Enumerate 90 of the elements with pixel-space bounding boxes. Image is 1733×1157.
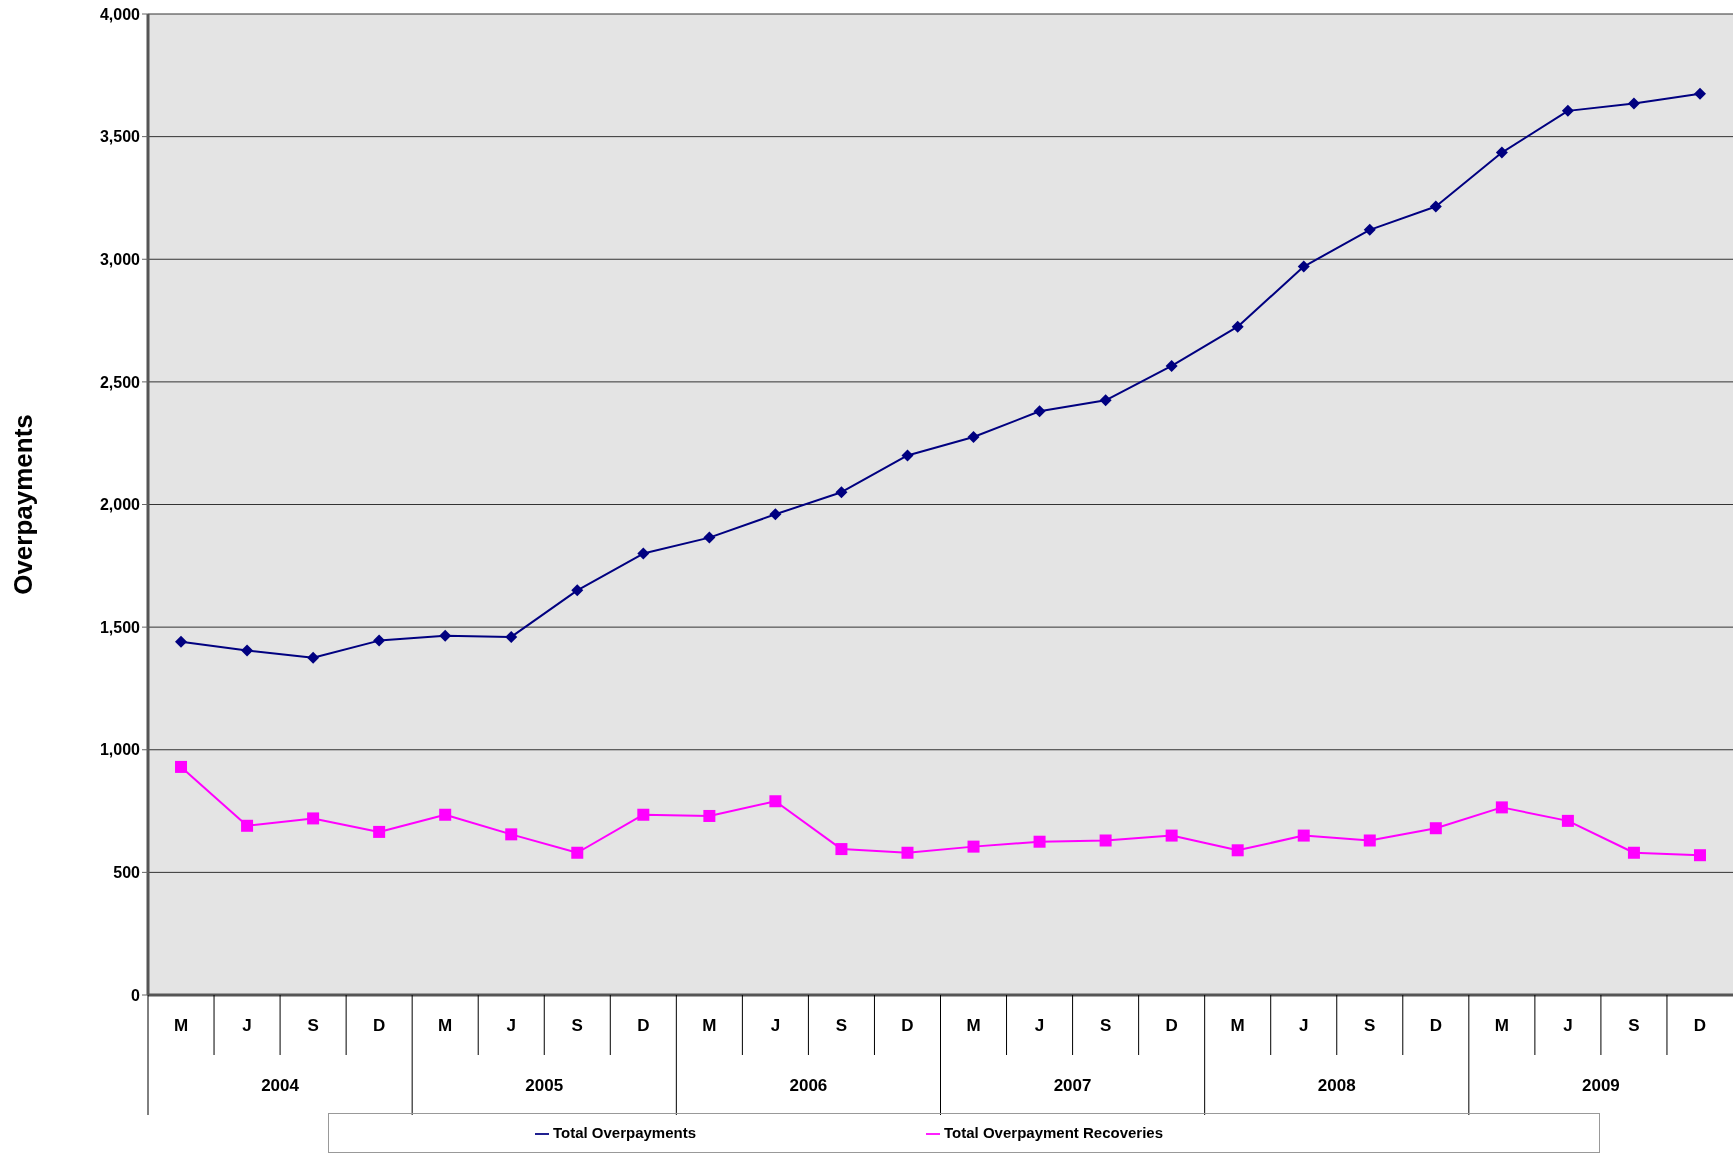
x-tick-label: J — [770, 1016, 781, 1035]
point — [637, 808, 650, 821]
point — [571, 584, 584, 597]
point — [1429, 200, 1442, 213]
point — [1165, 359, 1178, 372]
x-tick-label: J — [242, 1016, 252, 1035]
x-tick-label: D — [1693, 1016, 1707, 1035]
text: 2004 — [261, 1076, 300, 1095]
point — [1363, 834, 1376, 847]
point — [307, 812, 320, 825]
point — [1561, 104, 1574, 117]
x-tick-label: J — [506, 1016, 516, 1035]
point — [901, 449, 914, 462]
point — [1363, 223, 1376, 236]
point — [967, 840, 980, 853]
point — [769, 795, 782, 808]
point — [175, 635, 188, 648]
point — [769, 508, 782, 521]
x-tick-label: M — [438, 1016, 453, 1035]
y-tick-label: 4,000 — [99, 5, 141, 23]
legend-label: Total Overpayments — [552, 1124, 697, 1141]
y-tick-label: 500 — [113, 864, 141, 882]
point — [1561, 814, 1574, 827]
point — [1099, 834, 1112, 847]
x-tick-label: M — [1494, 1016, 1509, 1035]
text: 2006 — [789, 1076, 828, 1095]
point — [373, 825, 386, 838]
point — [1231, 320, 1244, 333]
point — [1099, 394, 1112, 407]
point — [373, 634, 386, 647]
point — [835, 486, 848, 499]
point — [307, 651, 320, 664]
x-tick-label: J — [1034, 1016, 1045, 1035]
point — [1297, 829, 1310, 842]
x-tick-label: S — [835, 1016, 848, 1035]
x-tick-label: D — [901, 1016, 914, 1035]
x-tick-label: S — [307, 1016, 319, 1035]
point — [835, 843, 848, 856]
text: 2009 — [1582, 1076, 1620, 1095]
point — [439, 808, 452, 821]
y-tick-label: 3,000 — [99, 250, 141, 268]
point — [1231, 844, 1244, 857]
text: 2008 — [1317, 1076, 1356, 1095]
x-tick-label: S — [1099, 1016, 1112, 1035]
x-tick-label: D — [1429, 1016, 1442, 1035]
point — [1693, 87, 1706, 100]
point — [967, 431, 980, 444]
y-tick-label: 2,500 — [99, 373, 141, 391]
point — [1693, 849, 1706, 862]
legend-label: Total Overpayment Recoveries — [944, 1124, 1164, 1141]
point — [1165, 829, 1178, 842]
point — [505, 630, 518, 643]
point — [1297, 260, 1310, 273]
point — [1033, 835, 1046, 848]
x-tick-label: D — [373, 1016, 386, 1035]
y-tick-label: 1,500 — [99, 618, 141, 636]
x-tick-label: S — [1364, 1016, 1376, 1035]
y-tick-label: 2,000 — [99, 496, 141, 514]
y-tick-label: 0 — [131, 986, 141, 1004]
x-tick-label: M — [702, 1016, 717, 1035]
point — [1429, 822, 1442, 835]
x-tick-label: J — [1298, 1016, 1309, 1035]
point — [241, 819, 254, 832]
point — [1495, 801, 1508, 814]
point — [571, 846, 584, 859]
x-tick-label: D — [1165, 1016, 1178, 1035]
text: 2005 — [525, 1076, 564, 1095]
x-tick-label: S — [1628, 1016, 1640, 1035]
x-tick-label: D — [637, 1016, 650, 1035]
point — [1627, 97, 1640, 110]
y-tick-label: 3,500 — [99, 128, 141, 146]
x-tick-label: S — [571, 1016, 583, 1035]
point — [241, 644, 254, 657]
point — [1495, 146, 1508, 159]
y-axis-title: Overpayments — [8, 414, 39, 595]
text: 2007 — [1053, 1076, 1092, 1095]
y-tick-label: 1,000 — [99, 741, 141, 759]
point — [1627, 846, 1640, 859]
point — [175, 760, 188, 773]
point — [1033, 405, 1046, 418]
x-tick-label: M — [1230, 1016, 1245, 1035]
point — [901, 846, 914, 859]
point — [439, 629, 452, 642]
point — [703, 531, 716, 544]
x-tick-label: M — [966, 1016, 981, 1035]
point — [703, 809, 716, 822]
x-tick-label: J — [1563, 1016, 1573, 1035]
point — [637, 547, 650, 560]
point — [505, 828, 518, 841]
x-tick-label: M — [173, 1016, 189, 1035]
